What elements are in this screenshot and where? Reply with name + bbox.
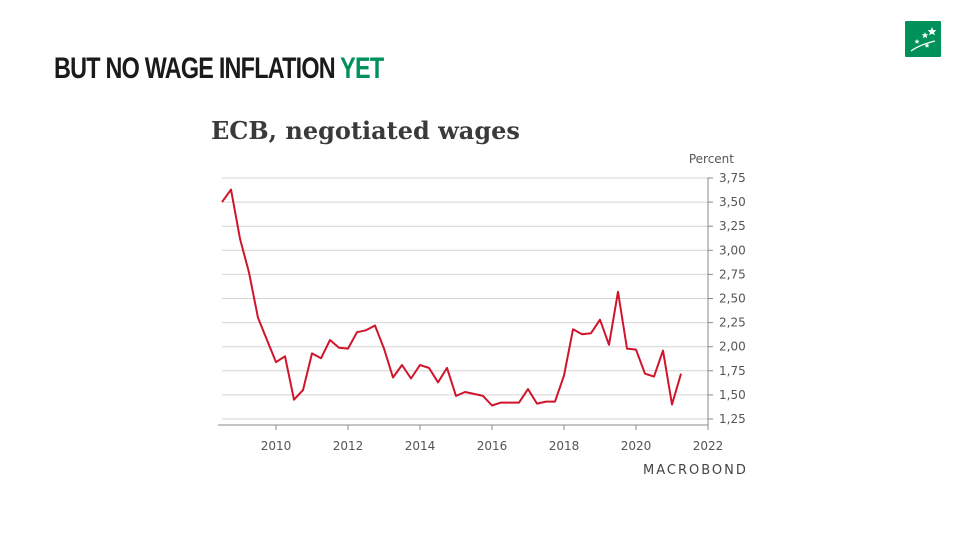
x-tick-label: 2016 bbox=[477, 439, 508, 453]
x-tick-label: 2014 bbox=[405, 439, 436, 453]
y-tick-label: 1,25 bbox=[719, 412, 746, 426]
x-tick-label: 2010 bbox=[261, 439, 292, 453]
y-tick-label: 1,50 bbox=[719, 388, 746, 402]
slide-title-main: BUT NO WAGE INFLATION bbox=[54, 52, 336, 85]
y-tick-label: 1,75 bbox=[719, 364, 746, 378]
x-tick-label: 2018 bbox=[549, 439, 580, 453]
y-tick-label: 3,75 bbox=[719, 171, 746, 185]
series-line bbox=[221, 188, 682, 407]
source-brand: MACROBOND bbox=[643, 463, 748, 478]
slide-title: BUT NO WAGE INFLATION YET bbox=[54, 52, 384, 86]
y-tick-label: 2,25 bbox=[719, 316, 746, 330]
grid-lines bbox=[222, 177, 708, 420]
y-tick-label: 2,75 bbox=[719, 267, 746, 281]
slide-title-accent: YET bbox=[340, 52, 384, 85]
y-tick-label: 3,00 bbox=[719, 243, 746, 257]
series-layer bbox=[221, 188, 682, 407]
y-tick-label: 3,25 bbox=[719, 219, 746, 233]
chart-title: ECB, negotiated wages bbox=[211, 116, 520, 145]
x-tick-label: 2020 bbox=[621, 439, 652, 453]
x-tick-label: 2022 bbox=[693, 439, 724, 453]
x-tick-label: 2012 bbox=[333, 439, 364, 453]
bnp-stars-logo-icon bbox=[905, 21, 941, 57]
axes: 1,25 1,50 1,75 2,00 2,25 2,50 2,75 3,00 3,25 3,50… bbox=[218, 171, 746, 453]
y-tick-label: 2,00 bbox=[719, 340, 746, 354]
y-tick-label: 2,50 bbox=[719, 292, 746, 306]
y-axis-label: Percent bbox=[689, 152, 734, 166]
y-tick-label: 3,50 bbox=[719, 195, 746, 209]
